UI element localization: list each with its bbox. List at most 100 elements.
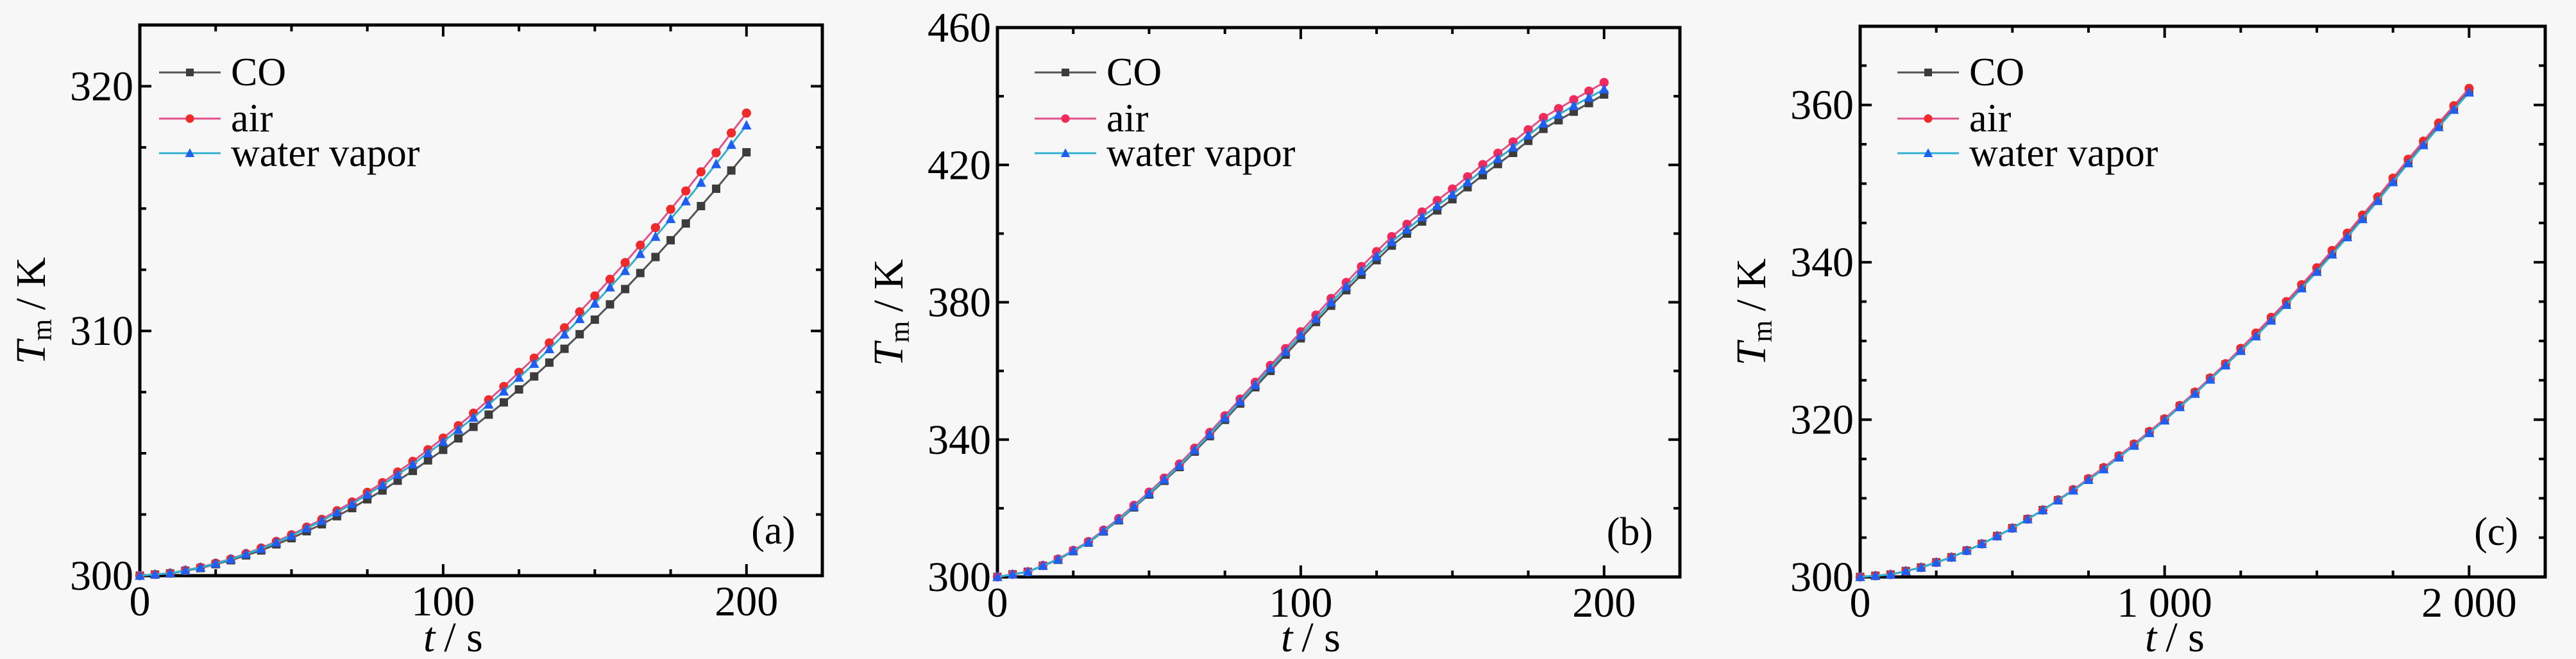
data-point [1296,330,1306,340]
data-point [1584,92,1594,102]
data-point [2296,283,2307,293]
data-point [621,285,630,294]
data-point [711,184,720,193]
data-point [1265,362,1276,372]
data-point [1598,83,1609,94]
data-point [726,128,736,138]
x-tick-label: 200 [715,578,778,625]
y-tick-label: 420 [928,142,991,188]
data-point [1129,501,1139,511]
data-point [559,323,570,333]
y-axis-sub: m [1747,321,1778,342]
x-tick-label: 100 [1269,580,1332,626]
legend-label: water vapor [1106,131,1296,175]
data-point [226,553,236,563]
data-point [2403,158,2414,168]
data-point [2434,121,2444,131]
data-point [666,204,675,214]
data-point [1855,571,1865,581]
data-point [1219,412,1230,422]
data-point [1962,545,1972,555]
y-axis-unit: / K [8,257,55,310]
data-point [2464,87,2475,97]
legend-label: CO [231,51,286,94]
y-axis-label: Tm / K [1728,258,1778,365]
y-tick-label: 310 [70,308,133,355]
data-point [241,548,251,558]
x-axis-var: t [1281,614,1294,659]
data-point [742,148,751,157]
data-point [650,222,661,233]
data-point [1599,78,1609,87]
data-point [606,300,614,309]
data-point [210,558,221,568]
data-point [636,240,645,250]
data-point [423,447,434,458]
data-point [2114,452,2124,462]
data-point [1508,142,1518,152]
legend-item: CO [1035,51,1162,94]
data-point [1916,562,1926,572]
x-axis-unit: / s [2165,614,2205,659]
data-point [2007,522,2018,533]
data-point [377,480,388,490]
data-point [423,456,432,465]
data-point [2205,374,2216,384]
legend-item: water vapor [1897,131,2158,175]
data-point [1417,212,1427,222]
data-point [2068,485,2079,495]
data-point [529,358,539,368]
data-point [332,506,343,517]
data-point [636,269,645,278]
data-point [1432,200,1443,210]
data-point [1356,265,1367,276]
data-point [499,398,508,407]
data-point [1310,313,1321,323]
data-point [180,565,191,575]
data-point [514,372,524,382]
data-point [665,213,676,224]
data-point [992,571,1003,581]
data-point [195,562,206,572]
x-axis-unit: / s [1301,614,1341,659]
data-point [1508,137,1518,147]
panel-label: (c) [2474,510,2518,554]
legend-marker-icon [185,148,195,157]
x-tick-label: 0 [1850,580,1871,626]
data-point [2022,513,2033,524]
data-point [589,298,600,308]
data-point [560,344,569,353]
legend-marker-icon [186,69,194,76]
legend-item: CO [1897,51,2024,94]
legend-label: CO [1106,51,1162,94]
data-point [2053,494,2063,505]
data-point [362,488,373,499]
data-point [1098,525,1109,535]
data-point [165,567,176,578]
series-water-vapor [135,120,752,580]
data-point [2418,139,2428,149]
data-point [545,358,554,367]
data-point [559,329,570,339]
x-axis-var: t [423,614,436,659]
y-tick-label: 300 [928,554,991,601]
data-point [605,274,615,284]
data-point [681,219,690,228]
data-point [453,424,464,434]
data-point [409,467,418,476]
y-axis-unit: / K [1728,258,1775,312]
data-point [2190,388,2200,398]
y-axis-var: T [8,338,55,365]
data-point [1447,188,1458,199]
legend-label: water vapor [231,131,420,175]
x-tick-label: 0 [987,580,1008,626]
x-axis-label: t / s [1281,614,1341,659]
data-point [575,330,584,338]
y-tick-label: 320 [1790,397,1854,444]
plot-frame [996,26,1682,579]
legend-label: CO [1969,51,2024,94]
legend-label: air [1106,97,1149,140]
